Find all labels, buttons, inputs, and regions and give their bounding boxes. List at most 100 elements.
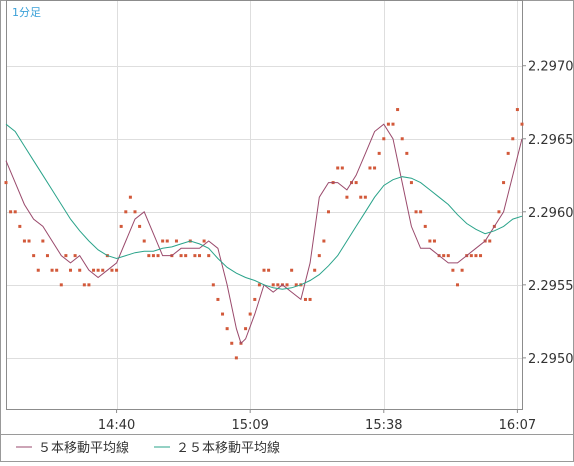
price-point [119, 224, 123, 228]
y-tick-label: 2.2960 [528, 206, 574, 221]
price-point [456, 283, 459, 287]
price-point [391, 122, 395, 126]
price-point [396, 108, 400, 112]
price-point [59, 283, 63, 287]
price-point [115, 268, 119, 272]
plot-area [6, 0, 523, 410]
price-point [479, 254, 483, 258]
price-point [428, 239, 432, 243]
price-point [211, 283, 215, 287]
price-point [216, 297, 220, 301]
price-point [377, 151, 381, 155]
price-point [234, 356, 238, 360]
price-point [285, 283, 289, 287]
price-point [469, 254, 473, 258]
price-point [198, 254, 201, 258]
price-point [419, 210, 423, 214]
price-point [253, 297, 257, 301]
price-point [142, 239, 146, 243]
price-point [82, 283, 86, 287]
price-point [193, 254, 197, 258]
price-point [41, 239, 45, 243]
price-point [294, 283, 298, 287]
price-point [55, 268, 59, 272]
price-point [497, 210, 501, 214]
price-point [303, 297, 307, 301]
price-point [423, 224, 427, 228]
price-point [373, 166, 377, 170]
price-point [69, 268, 72, 272]
y-tick-label: 2.2950 [528, 352, 574, 367]
price-point [276, 283, 280, 287]
price-point [386, 122, 390, 126]
price-point [363, 195, 367, 199]
price-point [18, 224, 22, 228]
price-point [446, 254, 450, 258]
price-point [4, 181, 8, 185]
price-point [515, 108, 519, 112]
price-point [511, 137, 515, 141]
price-point [78, 268, 82, 272]
price-point [248, 312, 252, 316]
x-tick-label: 15:38 [365, 418, 402, 433]
price-point [96, 268, 100, 272]
x-tick-label: 16:07 [499, 418, 536, 433]
price-point [207, 254, 211, 258]
price-point [354, 181, 358, 185]
price-point [202, 239, 206, 243]
price-point [22, 239, 26, 243]
y-axis-labels: 2.2950 2.2955 2.2960 2.2965 2.2970 [522, 60, 574, 367]
price-point [488, 239, 492, 243]
series-lines [5, 123, 523, 345]
price-point [92, 268, 96, 272]
price-point [128, 195, 132, 199]
price-point [244, 327, 248, 331]
y-tick-label: 2.2970 [528, 60, 574, 75]
timeframe-label: 1分足 [12, 6, 41, 19]
legend: ５本移動平均線 ２５本移動平均線 [16, 440, 280, 456]
price-point [87, 283, 91, 287]
y-tick-label: 2.2955 [528, 279, 574, 294]
price-point [27, 239, 31, 243]
price-point [165, 239, 169, 243]
price-point [161, 239, 165, 243]
grid [6, 0, 522, 409]
x-tick-label: 14:40 [98, 418, 135, 433]
price-point [359, 195, 363, 199]
price-point [147, 254, 151, 258]
price-point [262, 268, 266, 272]
price-point [271, 283, 275, 287]
price-point [101, 268, 105, 272]
price-point [506, 151, 510, 155]
price-point [327, 210, 330, 214]
price-point [230, 341, 234, 345]
price-point [400, 137, 404, 141]
legend-label: ２５本移動平均線 [176, 440, 280, 456]
price-point [502, 181, 506, 185]
price-point [405, 151, 409, 155]
price-point [174, 239, 178, 243]
legend-ma25: ２５本移動平均線 [154, 440, 280, 456]
price-point [156, 254, 160, 258]
price-point [50, 268, 54, 272]
price-point [432, 239, 436, 243]
price-point [184, 254, 188, 258]
price-point [124, 210, 128, 214]
x-axis-labels: 14:40 15:09 15:38 16:07 [98, 409, 536, 433]
price-points [4, 108, 524, 360]
price-point [257, 283, 261, 287]
price-point [151, 254, 155, 258]
legend-ma5: ５本移動平均線 [16, 440, 129, 456]
price-point [368, 166, 372, 170]
legend-label: ５本移動平均線 [38, 440, 129, 456]
price-point [267, 268, 271, 272]
price-point [382, 137, 386, 141]
price-point [317, 254, 321, 258]
price-point [442, 254, 446, 258]
price-point [474, 254, 478, 258]
price-point [336, 166, 340, 170]
price-point [520, 122, 524, 126]
price-point [64, 254, 68, 258]
